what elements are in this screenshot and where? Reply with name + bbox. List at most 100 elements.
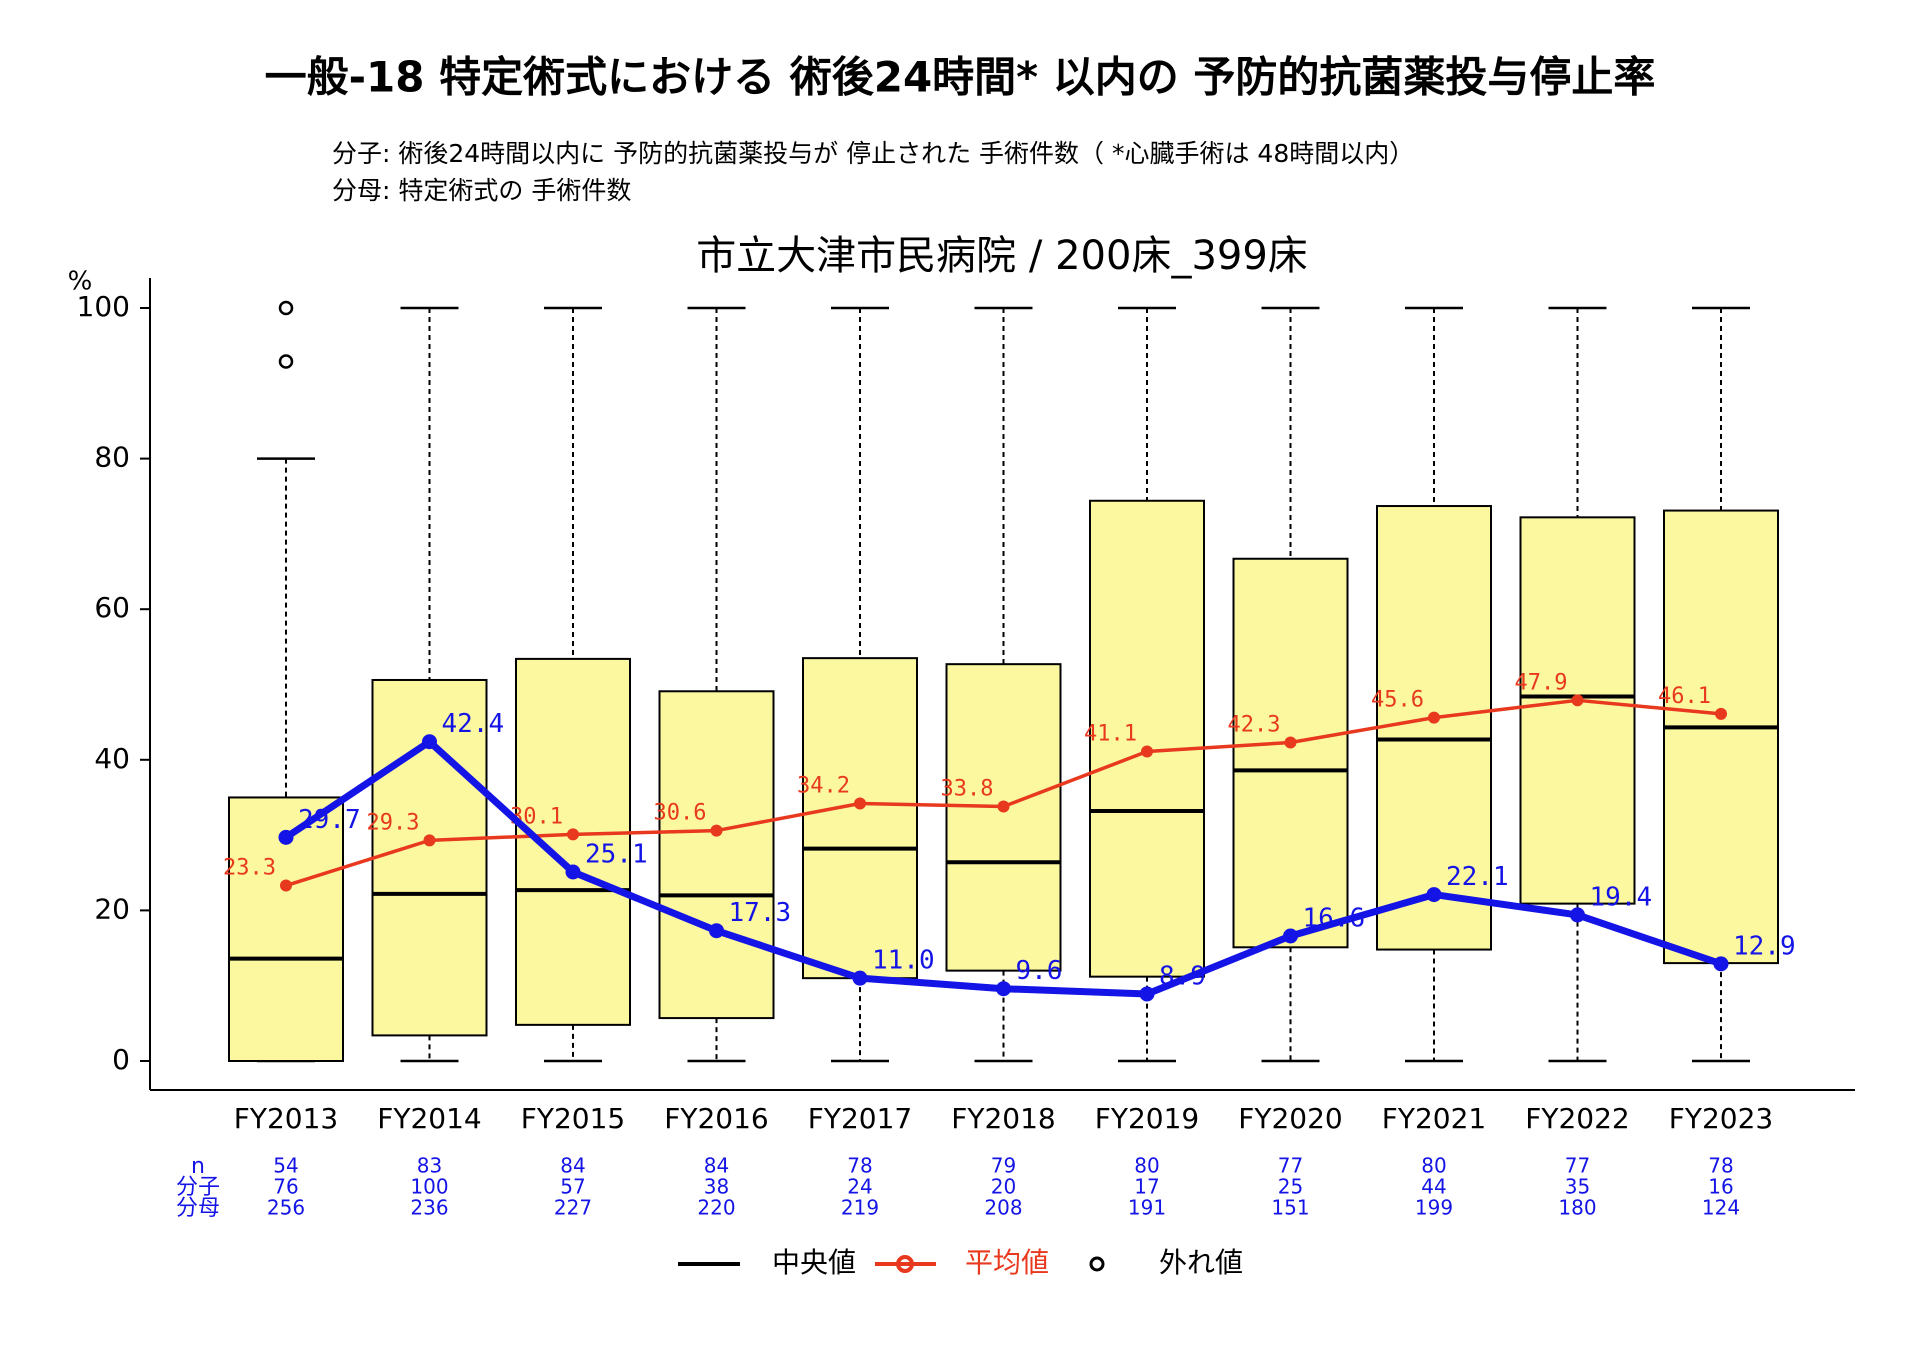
data-label: 23.3	[223, 856, 276, 881]
table-cell: 100	[410, 1175, 448, 1199]
table-cell: 20	[991, 1175, 1016, 1199]
series-point	[565, 864, 581, 880]
table-cell: 84	[704, 1154, 729, 1178]
x-tick-label: FY2022	[1525, 1102, 1629, 1135]
x-tick-label: FY2023	[1669, 1102, 1773, 1135]
x-tick-label: FY2018	[951, 1102, 1055, 1135]
table-cell: 77	[1565, 1154, 1590, 1178]
data-label: 16.6	[1303, 904, 1366, 934]
data-label: 19.4	[1590, 882, 1653, 912]
table-row-label: 分母	[176, 1196, 220, 1221]
box	[658, 690, 775, 1020]
series-point	[1428, 711, 1440, 724]
series-point	[996, 981, 1011, 997]
series-point	[1283, 928, 1298, 944]
series-point	[1570, 907, 1585, 923]
table-cell: 84	[560, 1154, 585, 1178]
table-cell: 24	[847, 1175, 872, 1199]
series-point	[852, 970, 868, 986]
series-point	[710, 824, 723, 837]
table-row-label: n	[191, 1154, 205, 1179]
data-label: 42.4	[442, 709, 505, 739]
series-point	[278, 829, 294, 845]
subtitle: 分子: 術後24時間以内に 予防的抗菌薬投与が 停止された 手術件数（ *心臓手…	[332, 139, 1414, 168]
series-point	[1284, 736, 1297, 749]
chart-title: 市立大津市民病院 / 200床_399床	[696, 233, 1308, 279]
outlier	[278, 300, 294, 316]
series-point	[854, 797, 866, 810]
table-cell: 83	[417, 1154, 442, 1178]
x-tick-label: FY2021	[1382, 1102, 1486, 1135]
series-point	[1426, 887, 1442, 903]
x-tick-label: FY2014	[377, 1102, 481, 1135]
legend-swatch	[896, 1255, 914, 1273]
table-cell: 236	[410, 1196, 448, 1220]
table-cell: 44	[1421, 1175, 1446, 1199]
data-label: 9.6	[1016, 956, 1063, 986]
series-point	[1715, 707, 1727, 720]
series-point	[422, 734, 437, 750]
table-cell: 199	[1415, 1196, 1453, 1220]
series-point	[1139, 986, 1155, 1002]
table-cell: 180	[1558, 1196, 1596, 1220]
legend-label: 中央値	[772, 1246, 856, 1279]
data-label: 30.6	[654, 801, 707, 826]
subtitle: 分母: 特定術式の 手術件数	[332, 176, 631, 205]
y-axis-label: %	[68, 267, 93, 297]
table-row-label: 分子	[176, 1175, 220, 1200]
x-tick-label: FY2015	[521, 1102, 625, 1135]
table-cell: 219	[841, 1196, 879, 1220]
table-cell: 57	[560, 1175, 585, 1199]
data-label: 29.3	[367, 810, 420, 835]
data-label: 29.7	[298, 805, 361, 835]
data-label: 22.1	[1446, 862, 1509, 892]
y-tick-label: 60	[94, 591, 130, 624]
data-label: 45.6	[1371, 688, 1424, 713]
series-point	[997, 800, 1010, 813]
x-tick-label: FY2016	[664, 1102, 768, 1135]
table-cell: 77	[1278, 1154, 1303, 1178]
box	[1232, 557, 1349, 949]
box	[1089, 499, 1205, 978]
y-tick-label: 0	[112, 1043, 130, 1076]
series-point	[567, 828, 579, 841]
x-tick-label: FY2017	[808, 1102, 912, 1135]
outlier	[278, 354, 294, 369]
box	[1519, 516, 1636, 905]
legend-swatch	[1089, 1256, 1105, 1272]
table-cell: 16	[1708, 1175, 1733, 1199]
table-cell: 208	[984, 1196, 1022, 1220]
x-tick-label: FY2013	[234, 1102, 338, 1135]
legend-label: 外れ値	[1159, 1246, 1243, 1279]
data-label: 34.2	[797, 773, 850, 798]
data-label: 17.3	[729, 898, 792, 928]
data-label: 47.9	[1515, 670, 1568, 695]
y-tick-label: 80	[94, 441, 130, 474]
y-tick-label: 40	[94, 742, 130, 775]
x-tick-label: FY2019	[1095, 1102, 1199, 1135]
table-cell: 80	[1134, 1154, 1159, 1178]
table-cell: 256	[267, 1196, 305, 1220]
series-point	[1571, 694, 1584, 707]
table-cell: 151	[1271, 1196, 1309, 1220]
page-title: 一般-18 特定術式における 術後24時間* 以内の 予防的抗菌薬投与停止率	[265, 53, 1656, 102]
box	[1663, 509, 1779, 965]
data-label: 46.1	[1658, 684, 1711, 709]
table-cell: 38	[704, 1175, 729, 1199]
table-cell: 80	[1421, 1154, 1446, 1178]
table-cell: 227	[554, 1196, 592, 1220]
table-cell: 124	[1702, 1196, 1740, 1220]
box	[945, 663, 1062, 972]
box	[802, 657, 918, 980]
data-label: 12.9	[1733, 931, 1796, 961]
data-label: 42.3	[1228, 712, 1281, 737]
table-cell: 35	[1565, 1175, 1590, 1199]
series-point	[423, 834, 436, 847]
table-cell: 78	[1708, 1154, 1733, 1178]
table-cell: 79	[991, 1154, 1016, 1178]
series-point	[1141, 745, 1153, 758]
table-cell: 17	[1134, 1175, 1159, 1199]
table-cell: 78	[847, 1154, 872, 1178]
legend-label: 平均値	[965, 1246, 1049, 1279]
